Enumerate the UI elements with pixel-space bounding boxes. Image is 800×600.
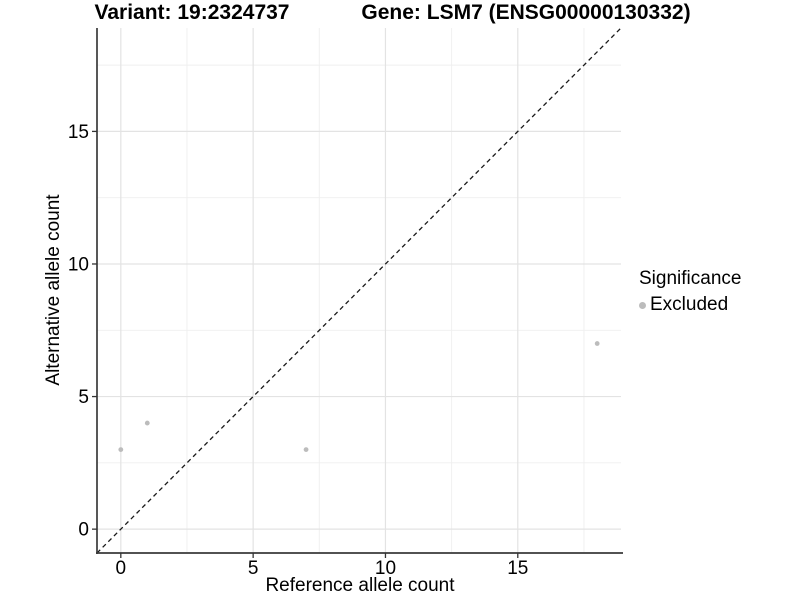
- legend-title: Significance: [639, 268, 742, 289]
- y-axis-label: Alternative allele count: [43, 194, 64, 386]
- legend-item-label: Excluded: [650, 294, 729, 315]
- legend-point-icon: [639, 301, 646, 309]
- x-tick-label: 10: [375, 558, 396, 579]
- data-point: [144, 420, 150, 426]
- chart-title-variant: Variant: 19:2324737: [94, 1, 290, 24]
- y-tick-label: 10: [68, 254, 89, 275]
- x-tick-label: 0: [116, 558, 127, 579]
- y-tick-label: 5: [78, 387, 89, 408]
- chart-title-gene: Gene: LSM7 (ENSG00000130332): [361, 1, 691, 24]
- data-point: [303, 447, 309, 452]
- y-tick-label: 0: [78, 520, 89, 541]
- data-point: [594, 341, 600, 346]
- x-tick-label: 15: [507, 558, 528, 579]
- legend: Significance Excluded: [639, 268, 741, 316]
- y-tick-label: 15: [68, 122, 89, 143]
- data-point: [118, 447, 124, 452]
- legend-item-excluded: Excluded: [639, 294, 741, 316]
- x-axis-label: Reference allele count: [265, 575, 455, 596]
- x-tick-label: 5: [248, 558, 259, 579]
- identity-dashed-line: [96, 27, 622, 554]
